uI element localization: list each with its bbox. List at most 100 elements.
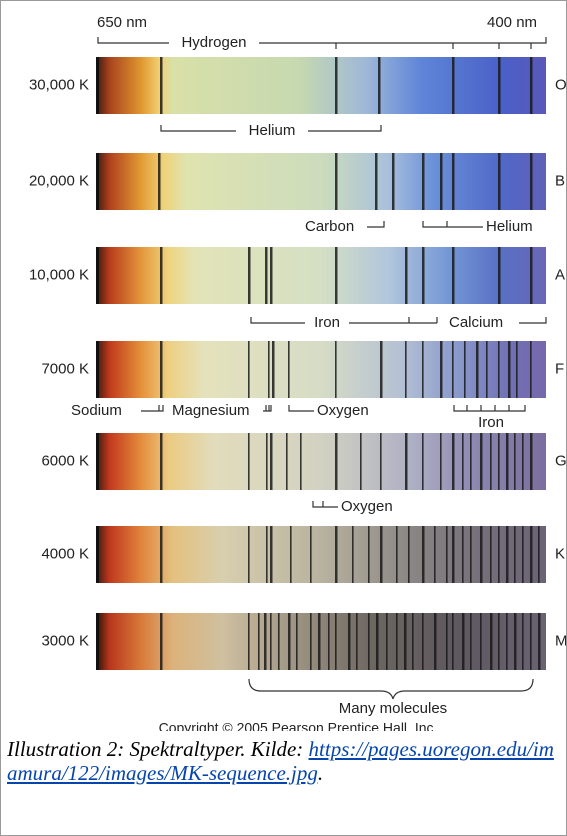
absorption-line bbox=[368, 613, 370, 670]
caption-link[interactable]: https://pages.uoregon.edu/imamura/122/im… bbox=[7, 737, 554, 785]
temperature-label: 4000 K bbox=[41, 545, 89, 562]
absorption-line bbox=[405, 433, 408, 490]
absorption-line bbox=[378, 57, 381, 114]
annotation: Carbon bbox=[305, 218, 354, 235]
absorption-line bbox=[470, 526, 472, 583]
absorption-line bbox=[490, 433, 492, 490]
temperature-label: 6000 K bbox=[41, 452, 89, 469]
absorption-line bbox=[310, 613, 312, 670]
absorption-line bbox=[462, 526, 464, 583]
absorption-line bbox=[464, 341, 466, 398]
caption-end: . bbox=[317, 761, 324, 785]
absorption-line bbox=[335, 57, 338, 114]
spectrum-band bbox=[96, 341, 546, 398]
absorption-line bbox=[476, 341, 479, 398]
absorption-line bbox=[522, 613, 524, 670]
absorption-line bbox=[300, 433, 302, 490]
absorption-line bbox=[266, 433, 268, 490]
absorption-line bbox=[452, 613, 454, 670]
annotation: Iron bbox=[478, 414, 504, 431]
absorption-line bbox=[498, 153, 501, 210]
annotation: Sodium bbox=[71, 402, 122, 419]
absorption-line bbox=[480, 433, 483, 490]
spectrum-band bbox=[96, 613, 546, 670]
absorption-line bbox=[538, 526, 540, 583]
bracket bbox=[141, 405, 164, 412]
absorption-line bbox=[514, 433, 516, 490]
absorption-line bbox=[422, 247, 425, 304]
absorption-line bbox=[514, 526, 516, 583]
absorption-line bbox=[440, 433, 442, 490]
absorption-line bbox=[310, 526, 312, 583]
absorption-line bbox=[434, 526, 436, 583]
absorption-line bbox=[514, 613, 517, 670]
absorption-line bbox=[498, 526, 500, 583]
absorption-line bbox=[452, 57, 455, 114]
absorption-line bbox=[96, 153, 99, 210]
absorption-line bbox=[96, 247, 99, 304]
absorption-line bbox=[296, 613, 298, 670]
absorption-line bbox=[440, 341, 443, 398]
absorption-line bbox=[288, 341, 290, 398]
absorption-line bbox=[408, 526, 410, 583]
absorption-line bbox=[335, 247, 338, 304]
absorption-line bbox=[270, 433, 273, 490]
absorption-line bbox=[160, 247, 163, 304]
temperature-label: 3000 K bbox=[41, 632, 89, 649]
absorption-line bbox=[508, 341, 511, 398]
absorption-line bbox=[380, 341, 383, 398]
absorption-line bbox=[498, 341, 500, 398]
absorption-line bbox=[522, 433, 524, 490]
absorption-line bbox=[490, 613, 493, 670]
absorption-line bbox=[392, 153, 395, 210]
absorption-line bbox=[248, 433, 250, 490]
absorption-line bbox=[335, 433, 338, 490]
absorption-line bbox=[506, 526, 509, 583]
absorption-line bbox=[375, 153, 378, 210]
absorption-line bbox=[258, 613, 260, 670]
absorption-line bbox=[405, 247, 408, 304]
temperature-label: 30,000 K bbox=[29, 76, 89, 93]
absorption-line bbox=[160, 526, 163, 583]
absorption-line bbox=[278, 613, 280, 670]
brace bbox=[248, 678, 534, 700]
absorption-line bbox=[266, 526, 268, 583]
caption-text: Illustration 2: Spektraltyper. Kilde: bbox=[7, 737, 309, 761]
bracket bbox=[97, 37, 547, 49]
absorption-line bbox=[158, 153, 161, 210]
absorption-line bbox=[318, 613, 321, 670]
absorption-line bbox=[360, 433, 362, 490]
absorption-line bbox=[96, 433, 99, 490]
absorption-line bbox=[376, 613, 379, 670]
absorption-line bbox=[160, 433, 163, 490]
absorption-line bbox=[248, 613, 250, 670]
absorption-line bbox=[498, 613, 500, 670]
absorption-line bbox=[530, 526, 533, 583]
wavelength-label: 650 nm bbox=[97, 14, 147, 31]
absorption-line bbox=[96, 613, 99, 670]
bracket bbox=[160, 125, 382, 132]
temperature-label: 20,000 K bbox=[29, 172, 89, 189]
absorption-line bbox=[522, 526, 524, 583]
absorption-line bbox=[452, 433, 455, 490]
absorption-line bbox=[452, 341, 454, 398]
absorption-line bbox=[396, 526, 398, 583]
absorption-line bbox=[96, 57, 99, 114]
absorption-line bbox=[486, 341, 488, 398]
bracket bbox=[288, 405, 314, 412]
spectrum-band bbox=[96, 526, 546, 583]
absorption-line bbox=[498, 57, 501, 114]
absorption-line bbox=[422, 433, 424, 490]
absorption-line bbox=[470, 613, 472, 670]
absorption-line bbox=[530, 433, 533, 490]
spectral-class: O bbox=[555, 76, 566, 93]
absorption-line bbox=[335, 613, 337, 670]
absorption-line bbox=[290, 526, 292, 583]
temperature-label: 7000 K bbox=[41, 360, 89, 377]
annotation: Many molecules bbox=[339, 700, 447, 717]
annotation: Helium bbox=[249, 122, 296, 139]
absorption-line bbox=[404, 613, 407, 670]
absorption-line bbox=[446, 613, 448, 670]
absorption-line bbox=[434, 613, 437, 670]
absorption-line bbox=[422, 613, 424, 670]
